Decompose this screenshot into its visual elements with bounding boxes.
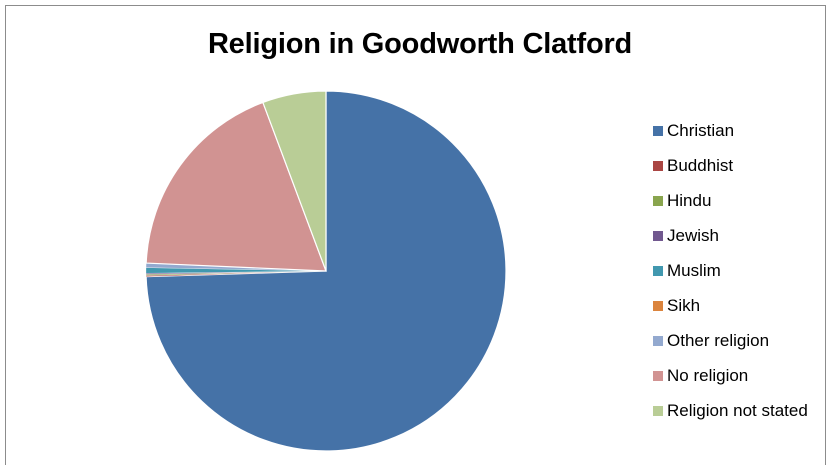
legend-item-religion-not-stated: Religion not stated	[653, 399, 828, 434]
legend-item-sikh: Sikh	[653, 294, 828, 329]
pie-slices	[145, 90, 507, 452]
legend-label: Christian	[667, 121, 735, 140]
legend-item-christian: Christian	[653, 119, 828, 154]
legend-label: Religion not stated	[667, 401, 808, 420]
pie-slice-religion-not-stated	[262, 90, 327, 272]
legend-item-other-religion: Other religion	[653, 329, 828, 364]
legend-label: Hindu	[667, 191, 712, 210]
legend-swatch	[653, 301, 663, 311]
legend-label: Sikh	[667, 296, 701, 315]
legend-swatch	[653, 406, 663, 416]
legend-swatch	[653, 371, 663, 381]
legend-swatch	[653, 196, 663, 206]
legend-swatch	[653, 126, 663, 136]
pie-slice-no-religion	[145, 101, 327, 272]
legend-swatch	[653, 231, 663, 241]
legend-swatch	[653, 336, 663, 346]
legend-label: Muslim	[667, 261, 721, 280]
legend-label: Buddhist	[667, 156, 734, 175]
legend-label: Jewish	[667, 226, 719, 245]
legend-item-buddhist: Buddhist	[653, 154, 828, 189]
legend-swatch	[653, 161, 663, 171]
chart-title: Religion in Goodworth Clatford	[207, 28, 633, 60]
legend-swatch	[653, 266, 663, 276]
legend-item-no-religion: No religion	[653, 364, 828, 399]
legend-label: Other religion	[667, 331, 770, 350]
legend-label: No religion	[667, 366, 749, 385]
legend-item-muslim: Muslim	[653, 259, 828, 294]
legend-item-hindu: Hindu	[653, 189, 828, 224]
legend-item-jewish: Jewish	[653, 224, 828, 259]
legend: Christian Buddhist Hindu Jewish Muslim Sikh Ot…	[653, 119, 828, 434]
